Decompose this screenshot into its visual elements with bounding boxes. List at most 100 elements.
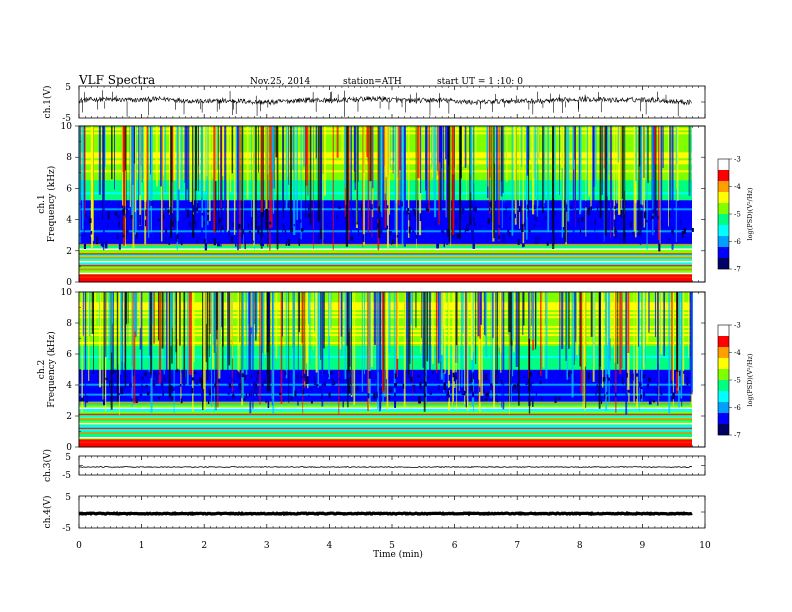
impulse-streak	[146, 126, 149, 232]
impulse-streak	[253, 292, 255, 367]
quiet-band-speckle	[569, 370, 573, 374]
impulse-streak	[436, 292, 438, 328]
x-tick-label: 8	[577, 541, 583, 551]
quiet-band-speckle	[517, 238, 520, 245]
quiet-band-speckle	[565, 204, 568, 212]
impulse-streak	[369, 126, 372, 182]
quiet-band-speckle	[655, 391, 657, 394]
quiet-band-speckle	[649, 399, 652, 402]
impulse-streak	[578, 126, 580, 210]
impulse-streak	[271, 292, 273, 332]
x-tick-label: 0	[76, 541, 82, 551]
impulse-streak	[438, 126, 442, 163]
impulse-streak	[155, 126, 158, 187]
quiet-band-speckle	[245, 391, 248, 399]
quiet-band-speckle	[150, 373, 152, 379]
quiet-band-speckle	[85, 395, 89, 403]
impulse-streak	[183, 292, 186, 378]
y-axis-label: ch.1Frequency (kHz)	[37, 166, 57, 243]
spectro-band	[79, 323, 692, 327]
impulse-streak	[514, 126, 517, 225]
impulse-streak	[633, 126, 635, 232]
quiet-band-speckle	[529, 384, 532, 387]
impulse-streak	[452, 126, 455, 236]
spectro-band	[79, 321, 692, 325]
impulse-streak	[297, 292, 299, 374]
quiet-band-speckle	[156, 376, 158, 385]
quiet-band-speckle	[193, 216, 196, 224]
quiet-band-speckle	[296, 372, 300, 381]
quiet-band-speckle	[514, 213, 516, 219]
impulse-streak	[233, 126, 236, 235]
impulse-streak	[201, 126, 203, 228]
quiet-band-speckle	[189, 221, 191, 227]
impulse-streak	[258, 126, 259, 173]
impulse-streak	[678, 292, 680, 408]
colorbar-segment	[718, 247, 729, 259]
impulse-streak	[275, 292, 278, 359]
quiet-band-speckle	[139, 220, 142, 226]
impulse-streak	[347, 126, 350, 231]
quiet-band-speckle	[512, 388, 514, 392]
impulse-streak	[654, 126, 657, 165]
quiet-band-speckle	[109, 380, 111, 388]
impulse-streak	[606, 292, 609, 345]
impulse-streak	[222, 292, 224, 371]
spectro-band	[79, 333, 692, 337]
impulse-streak	[148, 292, 150, 372]
impulse-streak	[437, 292, 440, 364]
impulse-streak	[272, 126, 275, 214]
y-axis-label: ch.2Frequency (kHz)	[37, 331, 57, 408]
impulse-streak	[252, 292, 254, 409]
quiet-band-speckle	[219, 224, 223, 228]
quiet-band-speckle	[454, 376, 457, 380]
axis-label-line: ch.3(V)	[42, 449, 53, 482]
spectro-band	[79, 299, 692, 303]
impulse-streak	[353, 292, 356, 406]
quiet-band-speckle	[206, 214, 210, 221]
quiet-band-speckle	[200, 382, 203, 389]
quiet-band-speckle	[412, 384, 416, 392]
impulse-streak	[275, 126, 278, 158]
quiet-band-speckle	[380, 226, 383, 234]
axis-label-line: ch.2	[37, 360, 47, 379]
y-tick-label: 6	[66, 350, 72, 360]
impulse-streak	[426, 292, 429, 362]
figure-title: VLF Spectra	[78, 73, 155, 87]
quiet-band-speckle	[220, 220, 223, 226]
impulse-streak	[367, 292, 369, 411]
quiet-band-speckle	[191, 377, 195, 381]
quiet-band-speckle	[651, 215, 654, 219]
impulse-streak	[634, 126, 637, 238]
impulse-streak	[143, 126, 145, 182]
impulse-streak	[601, 292, 603, 331]
impulse-streak	[443, 292, 446, 374]
quiet-band-speckle	[290, 396, 293, 401]
quiet-band-speckle	[518, 206, 522, 212]
quiet-band-speckle	[439, 219, 443, 223]
spectro-band	[79, 270, 692, 273]
impulse-streak	[383, 126, 386, 166]
impulse-streak	[503, 126, 505, 202]
spectro-band	[79, 419, 692, 422]
quiet-band-speckle	[241, 373, 245, 378]
impulse-streak	[305, 126, 308, 166]
impulse-streak	[429, 292, 431, 371]
impulse-streak	[530, 126, 532, 161]
impulse-streak	[498, 126, 500, 242]
impulse-streak	[103, 292, 105, 395]
spectro-band	[79, 317, 692, 321]
quiet-band-speckle	[139, 214, 142, 222]
quiet-band-speckle	[113, 369, 116, 374]
impulse-streak	[317, 292, 320, 388]
quiet-band-speckle	[528, 397, 531, 406]
quiet-band-speckle	[658, 243, 661, 252]
impulse-streak	[167, 292, 169, 370]
colorbar-segment	[718, 325, 729, 337]
impulse-streak	[120, 292, 123, 362]
impulse-streak	[385, 292, 388, 379]
impulse-streak	[160, 126, 162, 187]
impulse-streak	[648, 292, 650, 333]
quiet-band-speckle	[471, 233, 473, 241]
impulse-streak	[398, 126, 400, 206]
